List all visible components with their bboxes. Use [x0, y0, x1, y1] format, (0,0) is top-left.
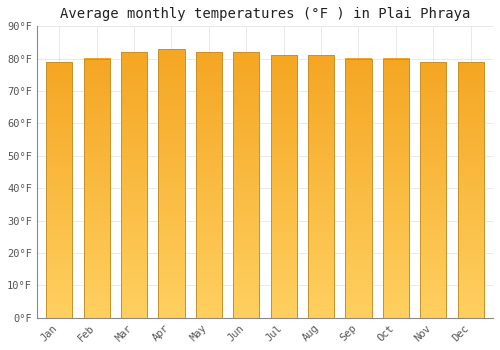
Bar: [84, 59, 110, 318]
Bar: [196, 52, 222, 318]
Bar: [121, 52, 147, 318]
Bar: [346, 59, 372, 318]
Bar: [458, 62, 483, 318]
Bar: [308, 55, 334, 318]
Bar: [420, 62, 446, 318]
Bar: [158, 49, 184, 318]
Bar: [233, 52, 260, 318]
Bar: [270, 55, 296, 318]
Title: Average monthly temperatures (°F ) in Plai Phraya: Average monthly temperatures (°F ) in Pl…: [60, 7, 470, 21]
Bar: [382, 59, 409, 318]
Bar: [46, 62, 72, 318]
